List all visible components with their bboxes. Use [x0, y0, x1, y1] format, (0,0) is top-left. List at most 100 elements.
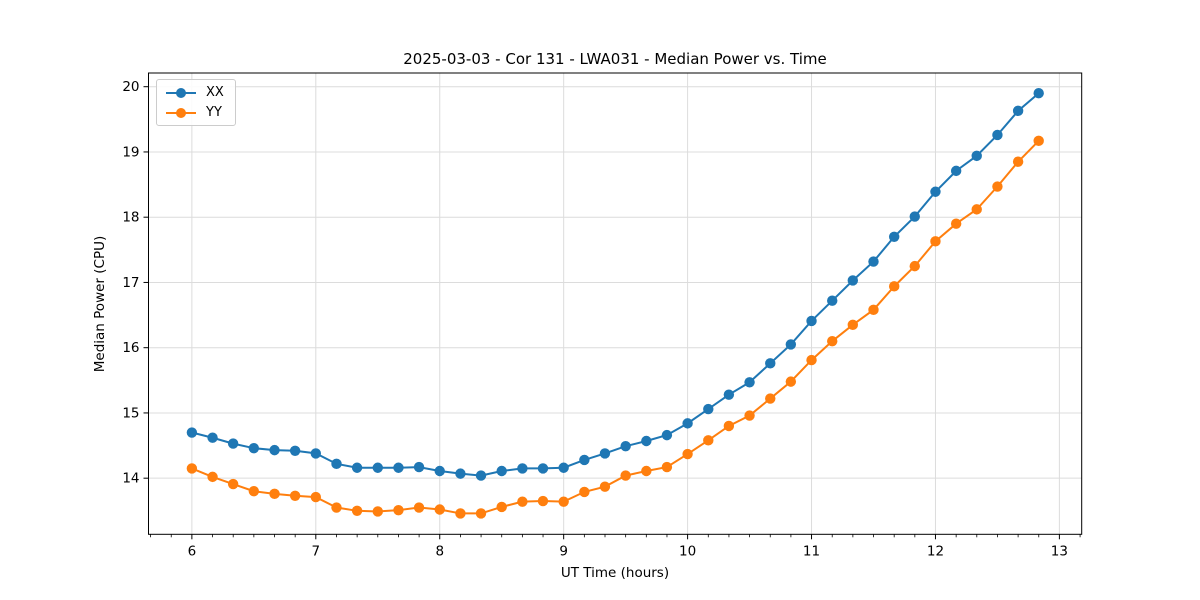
- data-point: [806, 315, 817, 327]
- data-point: [186, 463, 198, 474]
- x-tick-label: 12: [927, 543, 944, 559]
- x-tick-label: 8: [435, 543, 444, 559]
- data-point: [641, 435, 652, 447]
- data-point: [558, 496, 569, 507]
- plot-border: [148, 72, 1083, 535]
- data-point: [868, 304, 879, 316]
- data-point: [289, 490, 301, 502]
- x-tick-label: 10: [679, 543, 696, 559]
- data-point: [496, 465, 507, 477]
- data-point: [641, 465, 652, 477]
- data-point: [661, 429, 673, 441]
- data-point: [331, 502, 342, 513]
- data-point: [207, 432, 218, 443]
- x-tick-label: 6: [188, 543, 197, 559]
- data-point: [186, 427, 198, 438]
- data-point: [1033, 88, 1044, 99]
- data-point: [434, 504, 445, 515]
- y-axis-label: Median Power (CPU): [92, 236, 108, 372]
- data-point: [992, 129, 1003, 141]
- data-point: [227, 438, 239, 449]
- data-point: [331, 458, 342, 470]
- legend-label: YY: [206, 105, 222, 120]
- data-point: [351, 505, 363, 517]
- series-layer: [186, 88, 1044, 519]
- data-point: [723, 420, 735, 432]
- data-point: [785, 339, 797, 350]
- data-point: [393, 462, 404, 473]
- data-point: [909, 211, 920, 222]
- data-point: [827, 335, 838, 347]
- series-YY: [186, 135, 1044, 519]
- data-point: [888, 281, 900, 292]
- data-point: [372, 462, 383, 473]
- data-point: [269, 488, 280, 500]
- data-point: [888, 231, 900, 242]
- legend-item-xx: XX: [165, 85, 224, 100]
- y-tick-label: 16: [122, 340, 139, 356]
- axes: 6 7 8 9 10 11 12 13 14 15 16 17 18 19 20: [122, 72, 1083, 559]
- data-point: [971, 204, 982, 215]
- data-point: [1033, 135, 1044, 147]
- y-tick-label: 19: [122, 144, 139, 160]
- data-point: [723, 389, 735, 400]
- data-point: [248, 442, 260, 454]
- data-point: [579, 486, 590, 498]
- data-point: [207, 471, 218, 483]
- data-point: [434, 465, 445, 477]
- data-point: [393, 504, 404, 516]
- data-point: [289, 445, 301, 456]
- data-point: [703, 435, 714, 446]
- data-point: [682, 448, 693, 460]
- grid: [148, 73, 1082, 535]
- data-point: [909, 260, 920, 272]
- chart-title: 2025-03-03 - Cor 131 - LWA031 - Median P…: [403, 50, 827, 68]
- data-point: [537, 463, 549, 474]
- data-point: [847, 275, 858, 286]
- data-point: [806, 354, 817, 366]
- data-point: [744, 410, 755, 421]
- data-point: [599, 448, 611, 459]
- data-point: [413, 461, 425, 473]
- data-point: [455, 468, 466, 479]
- data-point: [620, 470, 631, 481]
- data-point: [413, 502, 425, 513]
- data-point: [950, 218, 962, 229]
- data-point: [558, 462, 569, 473]
- data-point: [537, 495, 549, 507]
- data-point: [310, 491, 322, 503]
- data-point: [517, 496, 528, 507]
- x-tick-label: 11: [803, 543, 820, 559]
- data-point: [744, 377, 755, 388]
- legend-item-yy: YY: [165, 105, 224, 120]
- x-tick-label: 9: [559, 543, 568, 559]
- data-point: [310, 448, 322, 459]
- y-tick-label: 20: [122, 79, 139, 95]
- data-point: [620, 441, 631, 452]
- data-point: [661, 461, 673, 473]
- data-point: [847, 319, 858, 331]
- legend-line-marker-icon: [166, 107, 196, 118]
- data-point: [579, 454, 590, 466]
- y-tick-label: 14: [122, 471, 139, 487]
- y-tick-label: 17: [122, 275, 139, 291]
- data-point: [992, 181, 1003, 192]
- data-point: [475, 508, 487, 519]
- legend-line-marker-icon: [166, 87, 196, 98]
- data-point: [827, 295, 838, 306]
- series-XX: [186, 88, 1044, 481]
- y-tick-label: 15: [122, 405, 139, 421]
- y-tick-label: 18: [122, 210, 139, 226]
- data-point: [765, 358, 776, 369]
- data-point: [950, 165, 962, 177]
- data-point: [971, 150, 982, 162]
- legend: XX YY: [156, 79, 236, 126]
- data-point: [703, 403, 714, 415]
- data-point: [1012, 105, 1024, 117]
- data-point: [248, 486, 260, 497]
- x-tick-label: 7: [312, 543, 321, 559]
- data-point: [372, 506, 383, 517]
- data-point: [930, 186, 941, 197]
- data-point: [682, 418, 693, 429]
